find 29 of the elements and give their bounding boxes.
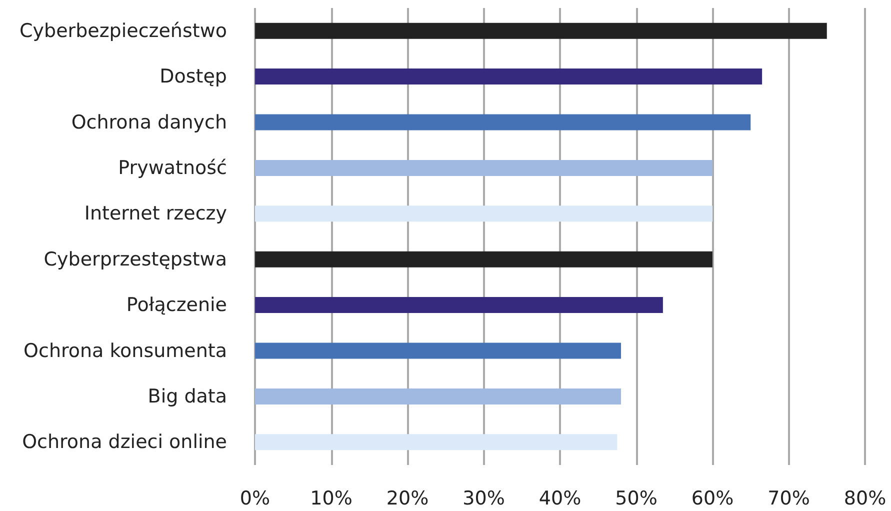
x-tick-label: 50% xyxy=(615,488,658,510)
y-tick-label: Ochrona danych xyxy=(71,111,227,134)
y-tick-label: Cyberprzestępstwa xyxy=(44,248,227,270)
bar xyxy=(255,434,618,450)
x-tick-label: 0% xyxy=(240,488,270,510)
bar xyxy=(255,114,751,130)
bar xyxy=(255,68,762,85)
bar xyxy=(255,251,712,268)
x-tick-label: 20% xyxy=(386,488,429,510)
bar xyxy=(255,388,621,404)
y-tick-label: Cyberbezpieczeństwo xyxy=(20,20,227,42)
x-tick-label: 40% xyxy=(538,488,582,510)
x-tick-label: 30% xyxy=(462,488,505,510)
bar xyxy=(255,160,712,176)
y-tick-label: Internet rzeczy xyxy=(84,202,227,225)
y-tick-label: Prywatność xyxy=(118,156,227,179)
bar xyxy=(255,22,827,39)
y-tick-label: Dostęp xyxy=(160,66,227,88)
x-tick-label: 70% xyxy=(768,488,810,510)
x-tick-label: 10% xyxy=(310,488,352,510)
bar xyxy=(255,297,663,314)
bar xyxy=(255,342,621,359)
y-tick-label: Big data xyxy=(148,385,227,408)
y-tick-label: Ochrona dzieci online xyxy=(22,431,227,454)
y-tick-label: Połączenie xyxy=(126,294,227,316)
x-tick-label: 60% xyxy=(691,488,734,510)
y-tick-label: Ochrona konsumenta xyxy=(24,340,227,362)
x-tick-label: 80% xyxy=(844,488,886,510)
bar xyxy=(255,206,712,222)
